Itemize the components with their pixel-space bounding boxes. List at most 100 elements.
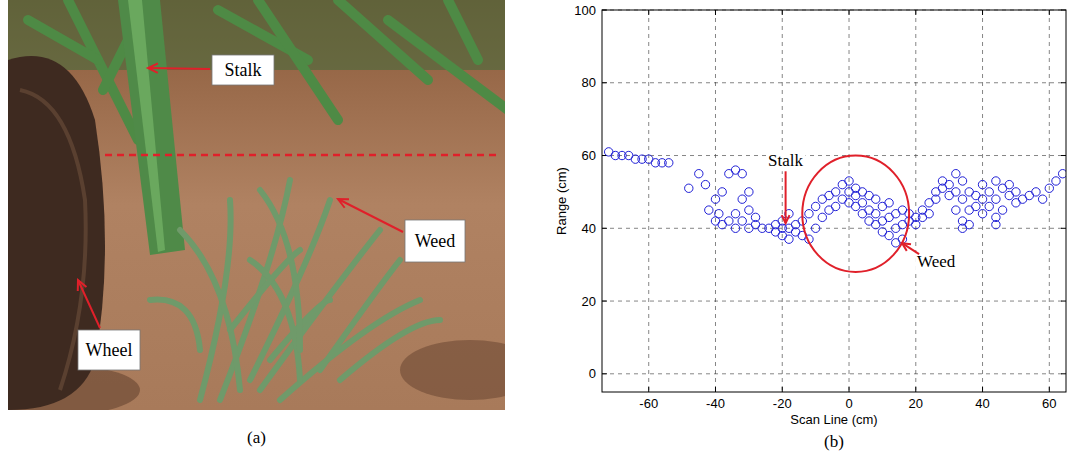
point bbox=[738, 170, 746, 178]
tick bbox=[715, 387, 716, 392]
point bbox=[738, 195, 746, 203]
leaf bbox=[388, 20, 505, 110]
point bbox=[705, 206, 713, 214]
scan-line bbox=[105, 154, 500, 157]
grid-line bbox=[602, 82, 1066, 83]
tick-label: 60 bbox=[1042, 396, 1056, 411]
arrow-head bbox=[338, 199, 349, 208]
tick bbox=[915, 10, 916, 15]
point bbox=[695, 170, 703, 178]
point bbox=[978, 210, 986, 218]
tick bbox=[982, 10, 983, 15]
point bbox=[711, 195, 719, 203]
point bbox=[952, 188, 960, 196]
point bbox=[665, 159, 673, 167]
tick bbox=[602, 301, 607, 302]
wheel-tread bbox=[20, 90, 86, 390]
arrow-head bbox=[78, 280, 87, 291]
tick-label: -60 bbox=[639, 396, 658, 411]
arrow-head bbox=[782, 215, 790, 223]
caption: (a) bbox=[247, 428, 266, 447]
arrow-head bbox=[148, 63, 158, 73]
point bbox=[872, 210, 880, 218]
point bbox=[745, 206, 753, 214]
tick bbox=[602, 228, 607, 229]
plot-bg bbox=[602, 10, 1066, 392]
tick-label: 80 bbox=[582, 75, 596, 90]
point bbox=[978, 195, 986, 203]
annotation: Weed bbox=[902, 243, 958, 272]
point bbox=[925, 210, 933, 218]
tick bbox=[1061, 228, 1066, 229]
point bbox=[818, 213, 826, 221]
point bbox=[992, 177, 1000, 185]
leaf bbox=[28, 20, 98, 60]
point bbox=[958, 177, 966, 185]
point bbox=[998, 206, 1006, 214]
arrow-shaft bbox=[78, 280, 100, 328]
point bbox=[785, 235, 793, 243]
tick bbox=[1049, 387, 1050, 392]
caption: (b) bbox=[824, 432, 844, 451]
tick bbox=[849, 387, 850, 392]
grid-line bbox=[1049, 10, 1050, 392]
point bbox=[1032, 188, 1040, 196]
tick bbox=[648, 10, 649, 15]
point bbox=[992, 195, 1000, 203]
point bbox=[952, 170, 960, 178]
grid-line bbox=[915, 10, 916, 392]
tick-label: -20 bbox=[773, 396, 792, 411]
label-text: Stalk bbox=[224, 60, 261, 80]
point bbox=[885, 199, 893, 207]
grid-line bbox=[849, 10, 850, 392]
arrow-shaft bbox=[902, 243, 919, 254]
tick bbox=[1049, 10, 1050, 15]
arrow-head bbox=[902, 243, 911, 251]
point bbox=[965, 220, 973, 228]
tick bbox=[982, 387, 983, 392]
point bbox=[992, 220, 1000, 228]
label-box bbox=[78, 330, 140, 370]
annotation-text: Weed bbox=[917, 252, 956, 271]
stalk-highlight bbox=[128, 0, 165, 252]
point bbox=[731, 224, 739, 232]
grid-line bbox=[648, 10, 649, 392]
point bbox=[1052, 177, 1060, 185]
photo bbox=[8, 0, 505, 410]
point bbox=[858, 199, 866, 207]
tick-label: -40 bbox=[706, 396, 725, 411]
tick-label: 40 bbox=[582, 221, 596, 236]
grid-line bbox=[602, 301, 1066, 302]
point bbox=[1005, 180, 1013, 188]
point bbox=[738, 217, 746, 225]
y-axis-title: Range (cm) bbox=[554, 167, 569, 235]
arrow-shaft bbox=[338, 199, 403, 232]
label-box bbox=[212, 55, 274, 85]
tick bbox=[1061, 82, 1066, 83]
tick bbox=[1061, 301, 1066, 302]
point bbox=[985, 188, 993, 196]
point bbox=[701, 180, 709, 188]
grid-line bbox=[982, 10, 983, 392]
annotation: Stalk bbox=[766, 150, 805, 223]
point bbox=[715, 210, 723, 218]
point bbox=[972, 202, 980, 210]
point bbox=[831, 202, 839, 210]
tick bbox=[1061, 373, 1066, 374]
tick bbox=[782, 387, 783, 392]
point bbox=[811, 224, 819, 232]
annotation-text: Stalk bbox=[768, 151, 803, 170]
weed-blade bbox=[320, 260, 400, 370]
figure: StalkWeedWheel(a)-60-40-2002040600204060… bbox=[0, 0, 1079, 451]
arrow-shaft bbox=[148, 68, 210, 69]
plot-frame bbox=[602, 10, 1066, 392]
points bbox=[604, 148, 1066, 247]
tick bbox=[915, 387, 916, 392]
annotation-bg bbox=[915, 251, 958, 272]
point bbox=[831, 188, 839, 196]
tick bbox=[715, 10, 716, 15]
point bbox=[1058, 170, 1066, 178]
point bbox=[731, 210, 739, 218]
tick-label: 0 bbox=[589, 366, 596, 381]
tick-label: 20 bbox=[909, 396, 923, 411]
